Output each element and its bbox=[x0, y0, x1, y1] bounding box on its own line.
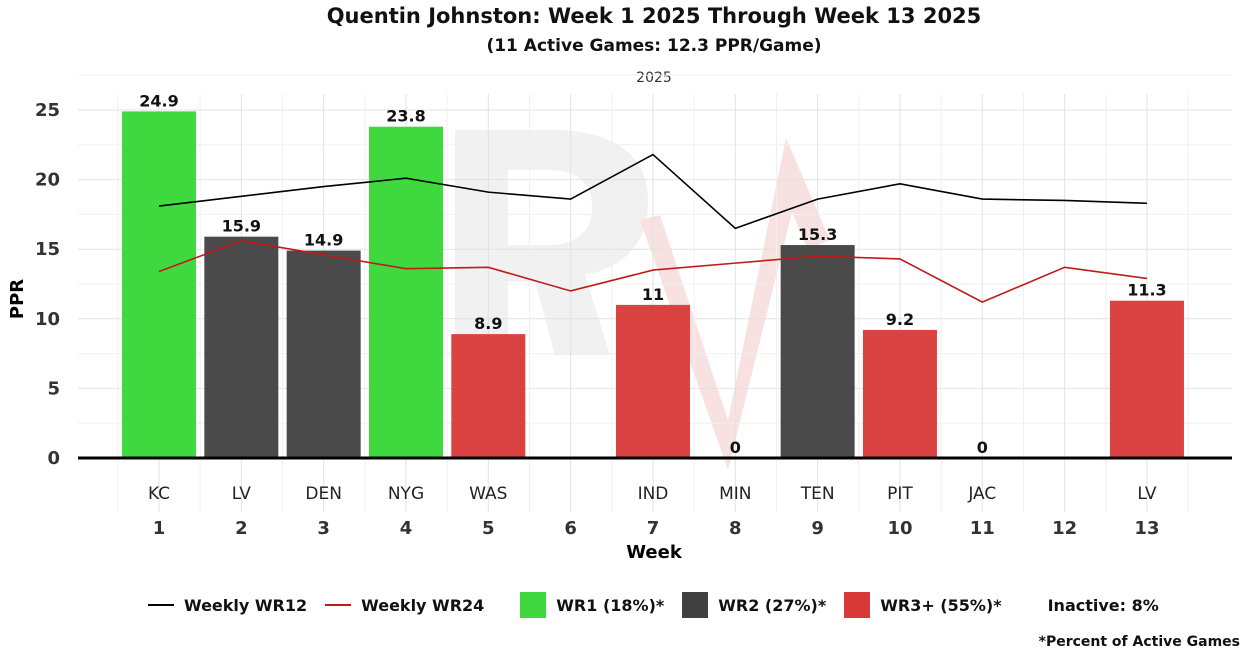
legend-wr12: Weekly WR12 bbox=[148, 596, 307, 615]
value-label-week-7: 11 bbox=[642, 285, 664, 304]
watermark-letter-r bbox=[455, 130, 649, 355]
line-weekly-wr12 bbox=[158, 153, 1147, 230]
value-label-week-4: 23.8 bbox=[386, 107, 425, 126]
y-tick-label: 0 bbox=[47, 448, 60, 469]
x-tick-label-week-12: 12 bbox=[1052, 518, 1077, 539]
footnote: *Percent of Active Games bbox=[1038, 634, 1240, 650]
y-tick-label: 15 bbox=[35, 239, 60, 260]
value-label-week-5: 8.9 bbox=[474, 314, 502, 333]
legend-wr1-label: WR1 (18%)* bbox=[556, 595, 665, 615]
legend-wr1: WR1 (18%)* bbox=[520, 592, 664, 618]
opponent-label-week-3: DEN bbox=[305, 484, 342, 504]
bars-group bbox=[122, 111, 1184, 458]
y-tick-label: 20 bbox=[35, 170, 60, 191]
y-axis-title: PPR bbox=[7, 279, 28, 319]
facet-label: 2025 bbox=[636, 70, 672, 86]
x-axis-title: Week bbox=[626, 542, 683, 563]
bar-value-labels: 24.9 15.9 14.9 23.8 8.9 11 0 15.3 9.2 0 11.3 bbox=[139, 91, 1166, 457]
x-tick-label-week-9: 9 bbox=[811, 518, 824, 539]
watermark-logo bbox=[455, 130, 830, 470]
legend-wr12-line bbox=[148, 604, 174, 606]
x-tick-label-week-10: 10 bbox=[887, 518, 912, 539]
legend-wr3-label: WR3+ (55%)* bbox=[880, 595, 1002, 615]
bar-week-13 bbox=[1109, 300, 1184, 458]
chart-subtitle: (11 Active Games: 12.3 PPR/Game) bbox=[486, 36, 822, 56]
value-label-week-3: 14.9 bbox=[304, 231, 343, 250]
value-label-week-1: 24.9 bbox=[139, 91, 178, 110]
x-tick-label-week-8: 8 bbox=[729, 518, 742, 539]
x-tick-label-week-6: 6 bbox=[564, 518, 577, 539]
opponent-label-week-5: WAS bbox=[469, 484, 507, 504]
bar-week-4 bbox=[368, 126, 443, 458]
x-tick-label-week-11: 11 bbox=[970, 518, 995, 539]
legend-wr2-label: WR2 (27%)* bbox=[718, 595, 827, 615]
legend-wr12-label: Weekly WR12 bbox=[184, 595, 308, 615]
value-label-week-9: 15.3 bbox=[798, 225, 837, 244]
x-tick-label-week-13: 13 bbox=[1134, 518, 1159, 539]
bar-week-7 bbox=[615, 304, 690, 458]
value-label-week-8: 0 bbox=[730, 438, 741, 457]
y-tick-label: 10 bbox=[35, 309, 60, 330]
opponent-label-week-4: NYG bbox=[388, 484, 424, 504]
value-label-week-10: 9.2 bbox=[886, 310, 914, 329]
watermark-check-mark bbox=[640, 138, 830, 470]
legend-wr24-line bbox=[325, 604, 352, 606]
x-tick-label-week-3: 3 bbox=[317, 518, 330, 539]
legend-wr24-label: Weekly WR24 bbox=[361, 595, 485, 615]
bar-week-9 bbox=[780, 245, 855, 458]
opponent-label-week-7: IND bbox=[638, 484, 669, 504]
bar-week-2 bbox=[204, 236, 279, 458]
bar-week-5 bbox=[451, 334, 526, 458]
bar-week-3 bbox=[286, 250, 361, 458]
chart-title: Quentin Johnston: Week 1 2025 Through We… bbox=[326, 4, 982, 28]
legend-inactive-label: Inactive: 8% bbox=[1047, 595, 1159, 615]
y-tick-label: 25 bbox=[35, 100, 60, 121]
opponent-label-week-8: MIN bbox=[719, 484, 751, 504]
opponent-label-week-11: JAC bbox=[967, 484, 996, 504]
reference-lines bbox=[158, 153, 1148, 303]
legend-wr3: WR3+ (55%)* bbox=[844, 592, 1002, 618]
legend-wr24: Weekly WR24 bbox=[325, 596, 484, 615]
opponent-label-week-13: LV bbox=[1137, 484, 1157, 504]
legend-wr2-swatch bbox=[682, 592, 709, 618]
legend-inactive: Inactive: 8% bbox=[1048, 596, 1159, 615]
x-tick-label-week-4: 4 bbox=[400, 518, 413, 539]
opponent-label-week-1: KC bbox=[148, 484, 170, 504]
opponent-label-week-10: PIT bbox=[887, 484, 913, 504]
legend-wr1-swatch bbox=[520, 592, 547, 618]
line-weekly-wr24 bbox=[158, 240, 1148, 303]
y-tick-label: 5 bbox=[47, 378, 60, 399]
legend: Weekly WR12 Weekly WR24 WR1 (18%)* WR2 (… bbox=[148, 590, 1177, 620]
x-tick-label-week-5: 5 bbox=[482, 518, 495, 539]
bar-week-1 bbox=[122, 111, 196, 458]
value-label-week-2: 15.9 bbox=[222, 217, 261, 236]
opponent-label-week-2: LV bbox=[232, 484, 252, 504]
x-tick-label-week-2: 2 bbox=[235, 518, 248, 539]
legend-wr2: WR2 (27%)* bbox=[682, 592, 826, 618]
value-label-week-11: 0 bbox=[977, 438, 988, 457]
bar-week-10 bbox=[862, 329, 937, 458]
x-tick-label-week-7: 7 bbox=[647, 518, 660, 539]
opponent-label-week-9: TEN bbox=[800, 484, 835, 504]
legend-wr3-swatch bbox=[844, 592, 871, 618]
x-tick-label-week-1: 1 bbox=[153, 518, 166, 539]
value-label-week-13: 11.3 bbox=[1127, 281, 1166, 300]
